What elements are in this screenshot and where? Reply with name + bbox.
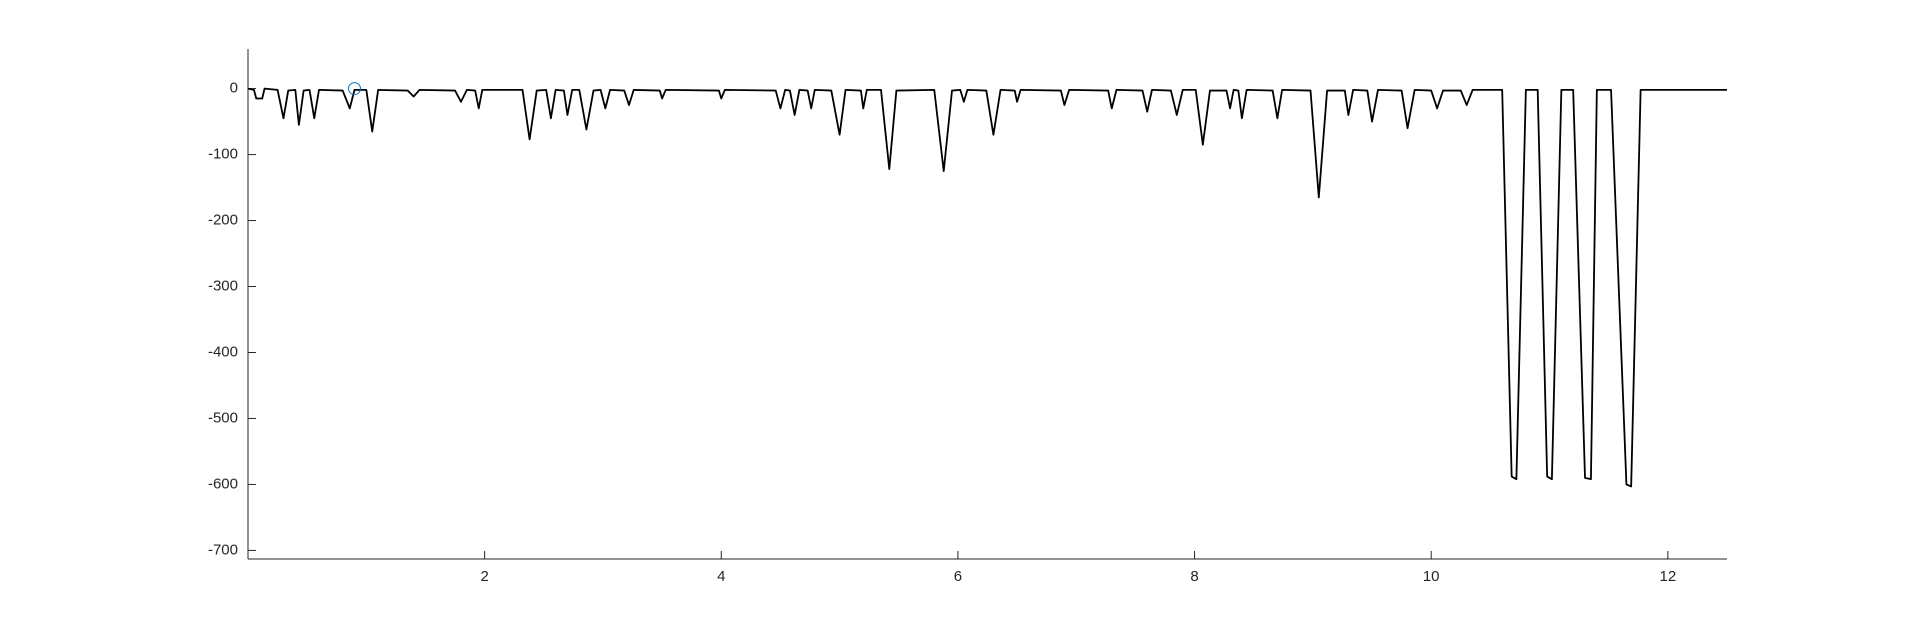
x-tick-label: 8 — [1190, 568, 1198, 585]
line — [247, 87, 1727, 488]
x-tick-label: 2 — [480, 568, 488, 585]
y-tick-label: -400 — [208, 343, 238, 360]
y-tick-label: -300 — [208, 277, 238, 294]
x-tick-label: 12 — [1659, 568, 1676, 585]
y-tick-label: -200 — [208, 212, 238, 229]
y-tick-label: -500 — [208, 409, 238, 426]
y-tick-label: -100 — [208, 146, 238, 163]
y-tick-label: -600 — [208, 475, 238, 492]
x-tick-label: 10 — [1423, 568, 1440, 585]
y-tick-label: -700 — [208, 541, 238, 558]
x-tick-label: 6 — [954, 568, 962, 585]
marker — [347, 82, 361, 96]
x-tick-label: 4 — [717, 568, 725, 585]
y-tick-label: 0 — [230, 80, 238, 97]
